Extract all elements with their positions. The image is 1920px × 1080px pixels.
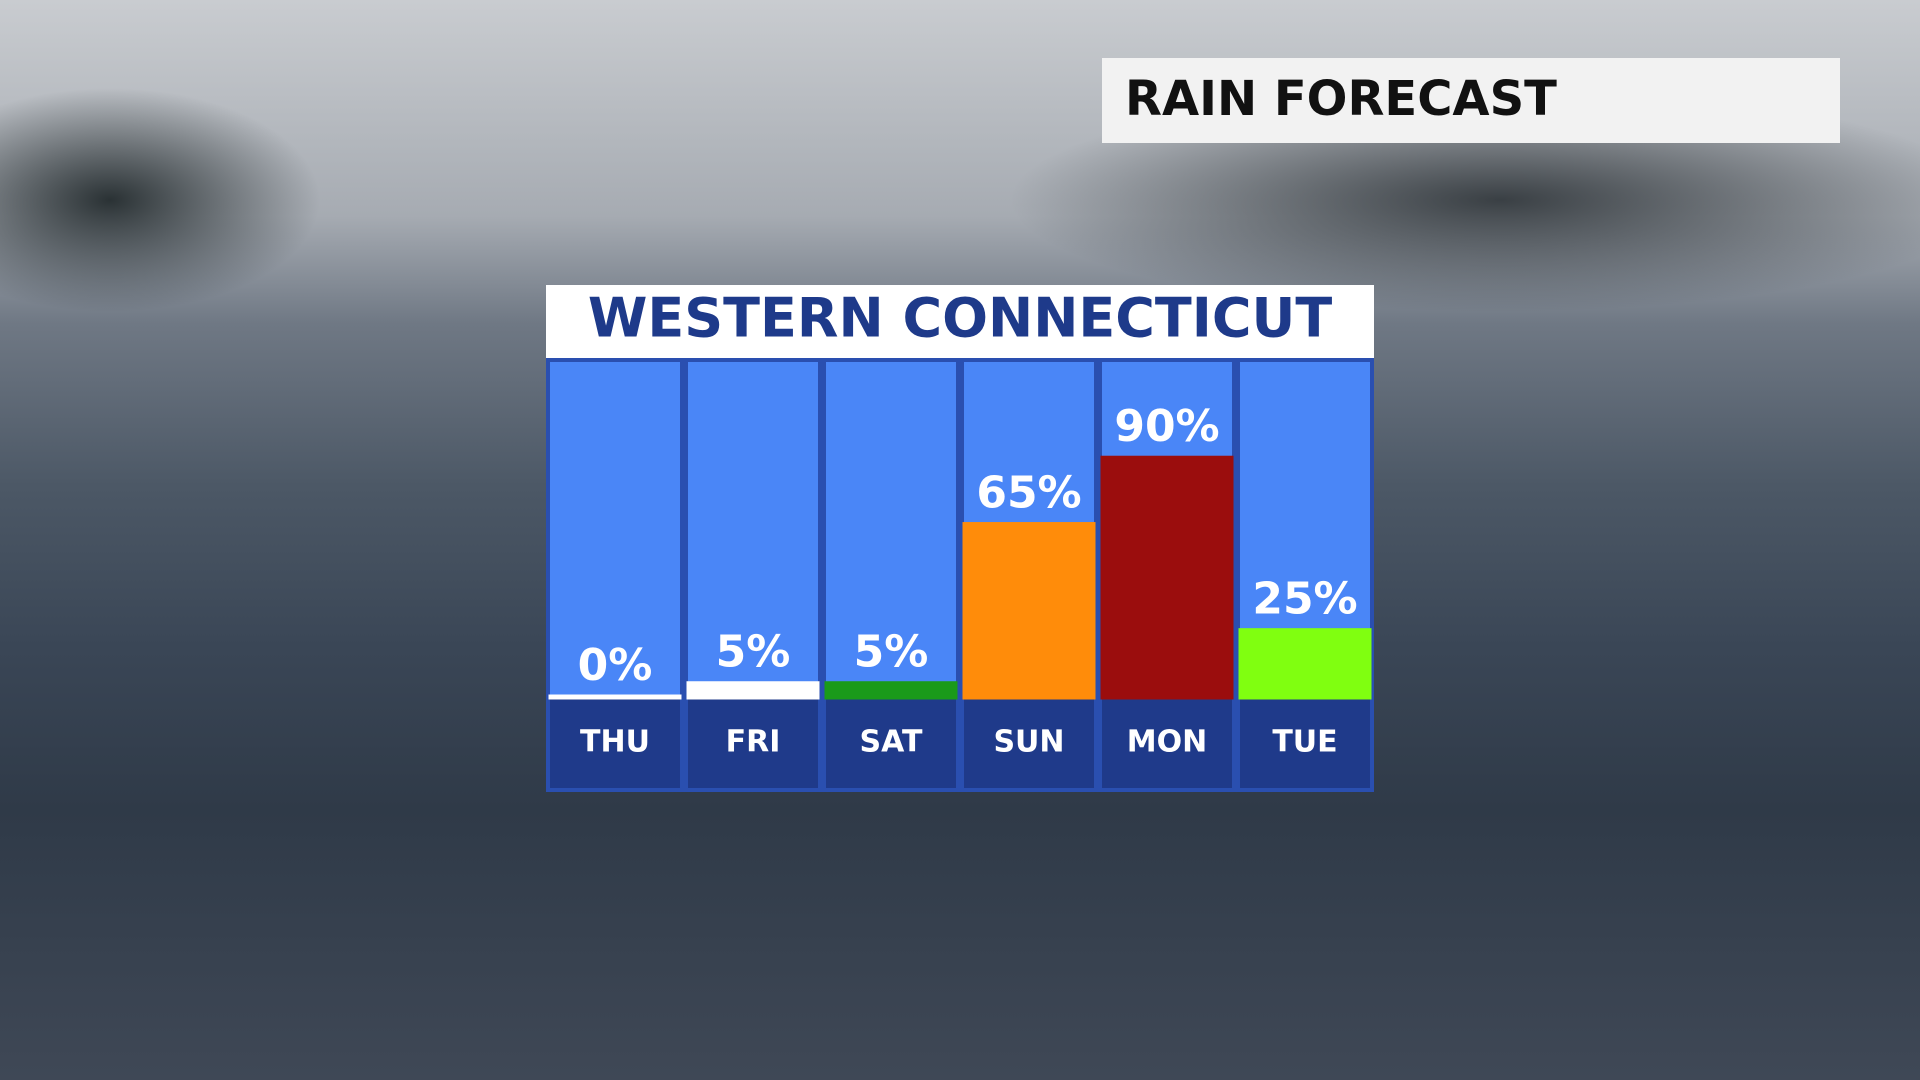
value-label: 5% [854,627,929,678]
x-tick-label: THU [580,725,650,760]
x-tick-label: SAT [860,725,923,760]
header-box [1102,58,1840,143]
day-cell [550,698,680,788]
day-cell [826,698,956,788]
column-bg [826,362,956,698]
column-bg [688,362,818,698]
chart-title: WESTERN CONNECTICUT [588,287,1332,350]
column-bg [550,362,680,698]
x-tick-label: FRI [726,725,781,760]
day-cell [1102,698,1232,788]
day-cell [964,698,1094,788]
bar [1100,455,1234,700]
value-label: 90% [1114,401,1219,452]
bar [686,681,820,700]
value-label: 25% [1252,574,1357,625]
bar [962,522,1096,700]
value-label: 65% [976,468,1081,519]
day-cell [1240,698,1370,788]
bar [548,694,682,700]
header-title: RAIN FORECAST [1125,71,1557,127]
chart-panel [546,358,1374,792]
x-tick-label: TUE [1272,725,1337,760]
value-label: 0% [578,640,653,691]
bar [1238,628,1372,700]
x-tick-label: MON [1127,725,1207,760]
value-label: 5% [716,627,791,678]
bar [824,681,958,700]
chart-title-box [546,285,1374,358]
x-tick-label: SUN [993,725,1064,760]
day-cell [688,698,818,788]
